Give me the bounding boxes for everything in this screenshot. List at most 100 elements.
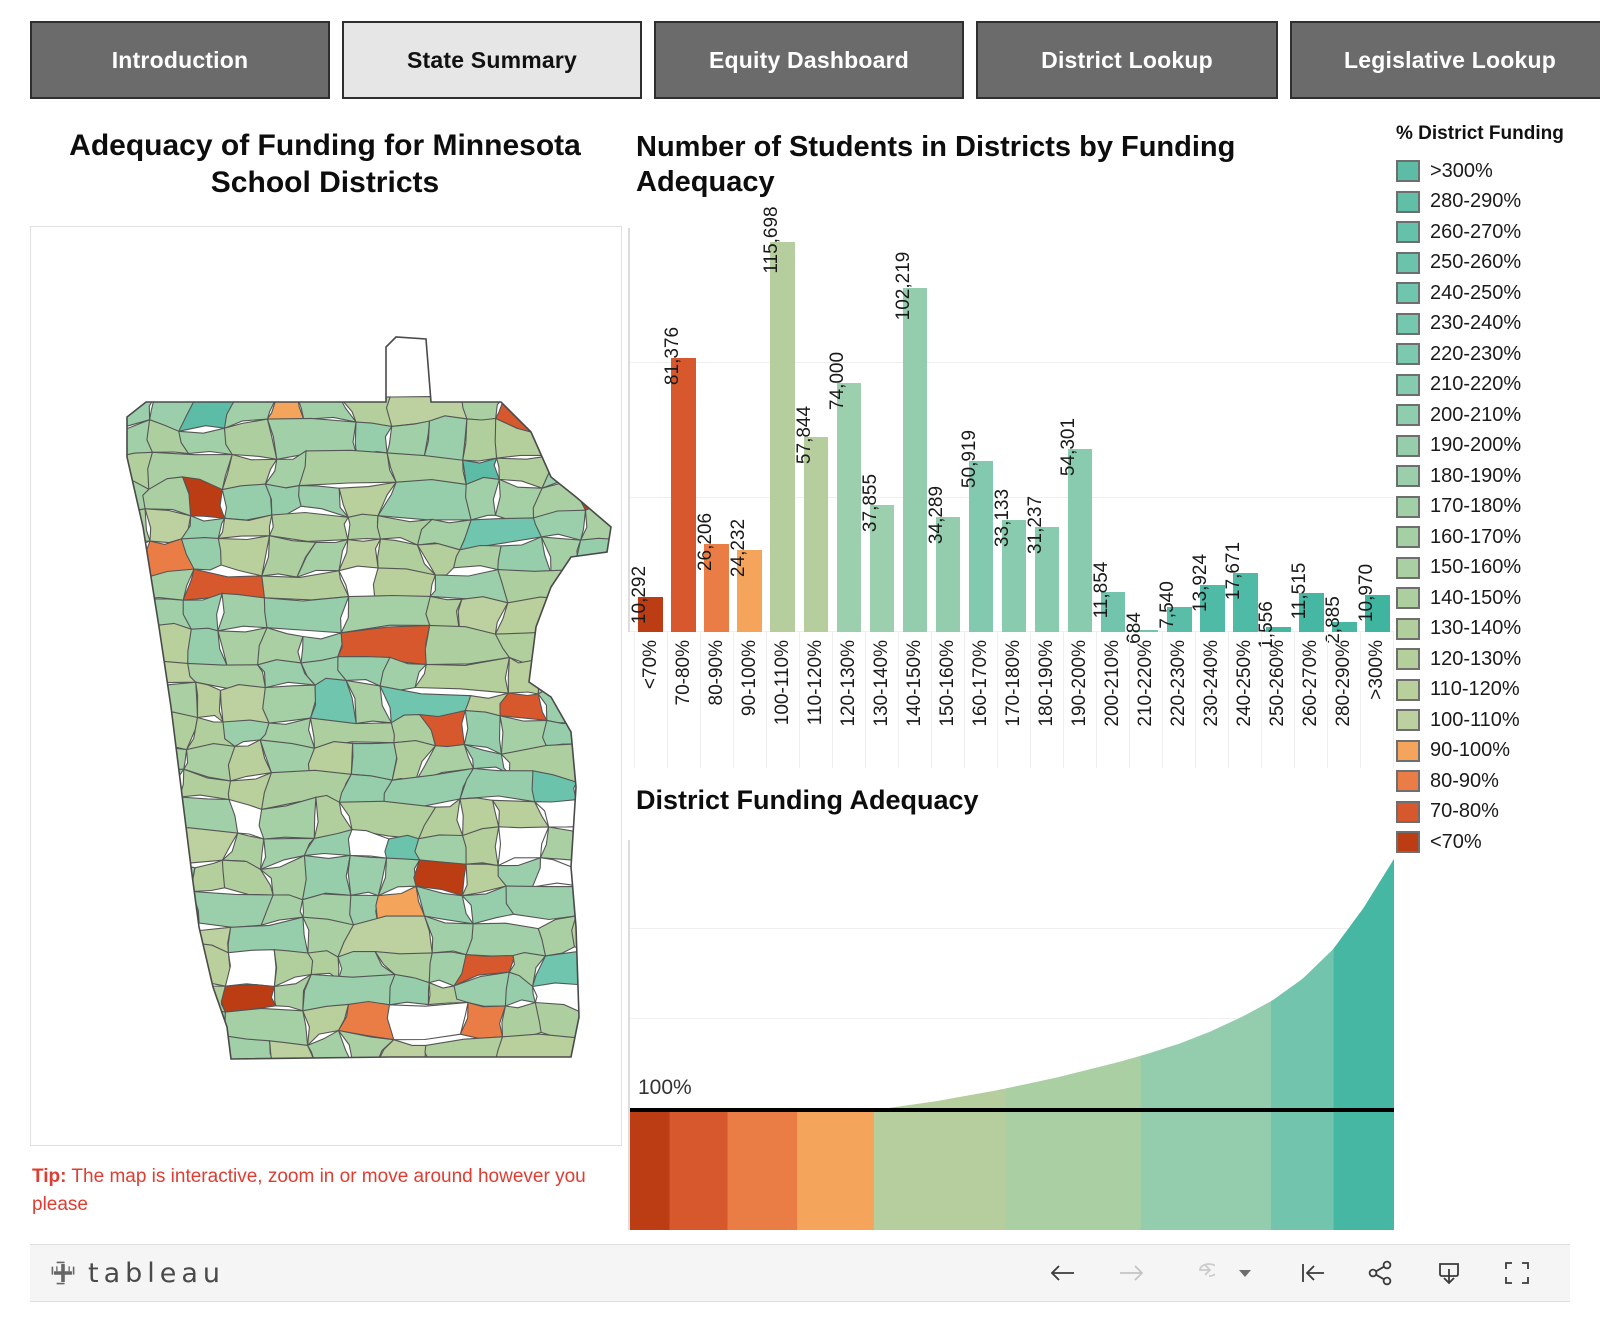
legend-item[interactable]: 190-200% [1396,430,1592,461]
map-district[interactable] [423,415,468,461]
map-district[interactable] [195,681,225,724]
legend-item[interactable]: 170-180% [1396,491,1592,522]
map-district[interactable] [111,707,163,753]
map-district[interactable] [261,570,350,601]
map-district[interactable] [537,915,577,957]
bar-column[interactable]: 11,515 [1289,228,1328,632]
forward-icon[interactable] [1114,1256,1148,1290]
bar-rect[interactable] [638,597,663,632]
map-district[interactable] [493,1033,588,1068]
bar-column[interactable]: 10,970 [1356,228,1394,632]
map-district[interactable] [262,684,317,724]
legend-item[interactable]: <70% [1396,827,1592,858]
legend-item[interactable]: 220-230% [1396,339,1592,370]
map-district[interactable] [256,627,304,666]
bar-rect[interactable] [1067,449,1093,632]
map-district[interactable] [149,1012,200,1036]
map-district[interactable] [573,865,621,889]
map-district[interactable] [140,1031,200,1069]
map-district[interactable] [571,914,621,953]
map-district[interactable] [507,656,540,695]
map-district[interactable] [462,417,500,462]
bar-column[interactable]: 17,671 [1223,228,1262,632]
map-district[interactable] [186,1033,225,1067]
bar-column[interactable]: 11,854 [1091,228,1130,632]
legend-item[interactable]: 200-210% [1396,400,1592,431]
map-district[interactable] [374,1039,433,1071]
map-district[interactable] [197,1008,226,1037]
download-icon[interactable] [1432,1256,1466,1290]
map-district[interactable] [572,718,621,746]
minnesota-choropleth-map[interactable] [30,226,622,1146]
map-district[interactable] [111,801,159,834]
bar-column[interactable]: 50,919 [959,228,997,632]
map-district[interactable] [221,483,273,521]
bar-chart[interactable]: 10,292 81,376 26,206 24,232 115,698 57,844 74,… [628,207,1394,768]
map-district[interactable] [531,857,586,888]
nav-tab-legislative-lookup[interactable]: Legislative Lookup [1290,21,1600,99]
bar-rect[interactable] [935,516,961,632]
map-district[interactable] [579,503,621,543]
map-district[interactable] [139,768,185,803]
map-district[interactable] [224,949,277,988]
legend-item[interactable]: 160-170% [1396,522,1592,553]
legend-item[interactable]: 70-80% [1396,796,1592,827]
map-district[interactable] [190,890,274,928]
map-district[interactable] [191,859,226,893]
bar-column[interactable]: 684 [1124,228,1163,644]
bar-rect[interactable] [869,504,895,632]
map-district[interactable] [111,681,199,719]
legend-item[interactable]: 250-260% [1396,247,1592,278]
map-district[interactable] [152,981,201,1018]
map-district[interactable] [111,979,157,1014]
map-district[interactable] [140,857,196,897]
legend-item[interactable]: 120-130% [1396,644,1592,675]
bar-column[interactable]: 10,292 [629,228,667,632]
bar-column[interactable]: 24,232 [728,228,766,632]
bar-rect[interactable] [902,287,928,632]
bar-column[interactable]: 26,206 [695,228,733,632]
bar-rect[interactable] [1266,626,1291,632]
legend-item[interactable]: 230-240% [1396,308,1592,339]
bar-rect[interactable] [671,358,696,632]
bar-rect[interactable] [770,242,795,632]
map-district[interactable] [156,890,200,927]
bar-rect[interactable] [1200,585,1225,632]
bar-column[interactable]: 57,844 [794,228,832,632]
map-district[interactable] [541,447,592,490]
legend-item[interactable]: 110-120% [1396,674,1592,705]
map-district[interactable] [577,1006,622,1045]
map-district[interactable] [108,594,152,634]
area-svg[interactable] [630,840,1394,1230]
map-district[interactable] [459,767,539,803]
map-district[interactable] [111,741,159,783]
map-district[interactable] [298,449,398,487]
legend-item[interactable]: 140-150% [1396,583,1592,614]
bar-column[interactable]: 74,000 [827,228,865,632]
legend-item[interactable]: 130-140% [1396,613,1592,644]
legend-item[interactable]: 90-100% [1396,735,1592,766]
legend-item[interactable]: 150-160% [1396,552,1592,583]
map-district[interactable] [535,659,574,695]
map-district[interactable] [386,1001,469,1041]
map-district[interactable] [575,885,621,919]
bar-column[interactable]: 33,133 [992,228,1031,632]
map-district[interactable] [111,625,152,668]
map-district[interactable] [263,595,350,634]
bar-column[interactable]: 13,924 [1190,228,1229,632]
legend-item[interactable]: 240-250% [1396,278,1592,309]
bar-rect[interactable] [737,550,762,632]
legend-item[interactable]: 260-270% [1396,217,1592,248]
legend-item[interactable]: 210-220% [1396,369,1592,400]
nav-tab-introduction[interactable]: Introduction [30,21,330,99]
map-district[interactable] [178,427,234,456]
map-district[interactable] [575,769,622,814]
share-icon[interactable] [1364,1256,1398,1290]
bar-rect[interactable] [803,437,828,632]
bar-rect[interactable] [1167,606,1192,632]
nav-tab-equity-dashboard[interactable]: Equity Dashboard [654,21,964,99]
bar-column[interactable]: 54,301 [1058,228,1097,632]
map-district[interactable] [108,1032,153,1067]
bar-rect[interactable] [704,543,729,632]
bar-column[interactable]: 7,540 [1157,228,1196,632]
